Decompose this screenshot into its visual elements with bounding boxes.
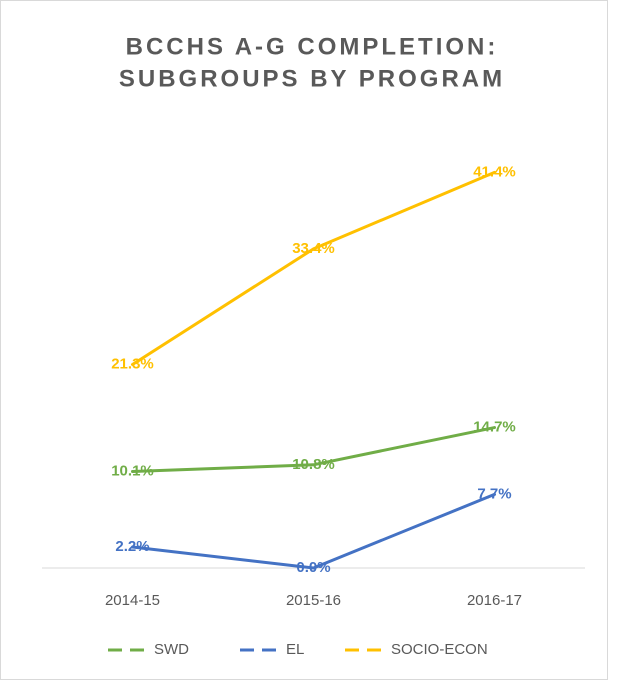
series-line xyxy=(131,426,496,473)
x-tick-label: 2016-17 xyxy=(467,592,522,609)
legend-label: SOCIO-ECON xyxy=(391,641,488,658)
data-label: 41.4% xyxy=(473,163,516,180)
data-label: 0.0% xyxy=(296,559,330,576)
data-label: 21.3% xyxy=(111,355,154,372)
data-label: 10.8% xyxy=(292,456,335,473)
data-label: 10.1% xyxy=(111,462,154,479)
legend-label: SWD xyxy=(154,641,189,658)
data-label: 14.7% xyxy=(473,419,516,436)
data-label: 2.2% xyxy=(115,538,149,555)
chart-title: SUBGROUPS BY PROGRAM xyxy=(119,65,505,92)
legend-label: EL xyxy=(286,641,304,658)
series-line xyxy=(131,492,496,570)
data-label: 7.7% xyxy=(477,485,511,502)
x-tick-label: 2015-16 xyxy=(286,592,341,609)
series-line xyxy=(131,170,496,366)
data-label: 33.4% xyxy=(292,240,335,257)
chart-title: BCCHS A-G COMPLETION: xyxy=(126,33,499,60)
x-tick-label: 2014-15 xyxy=(105,592,160,609)
